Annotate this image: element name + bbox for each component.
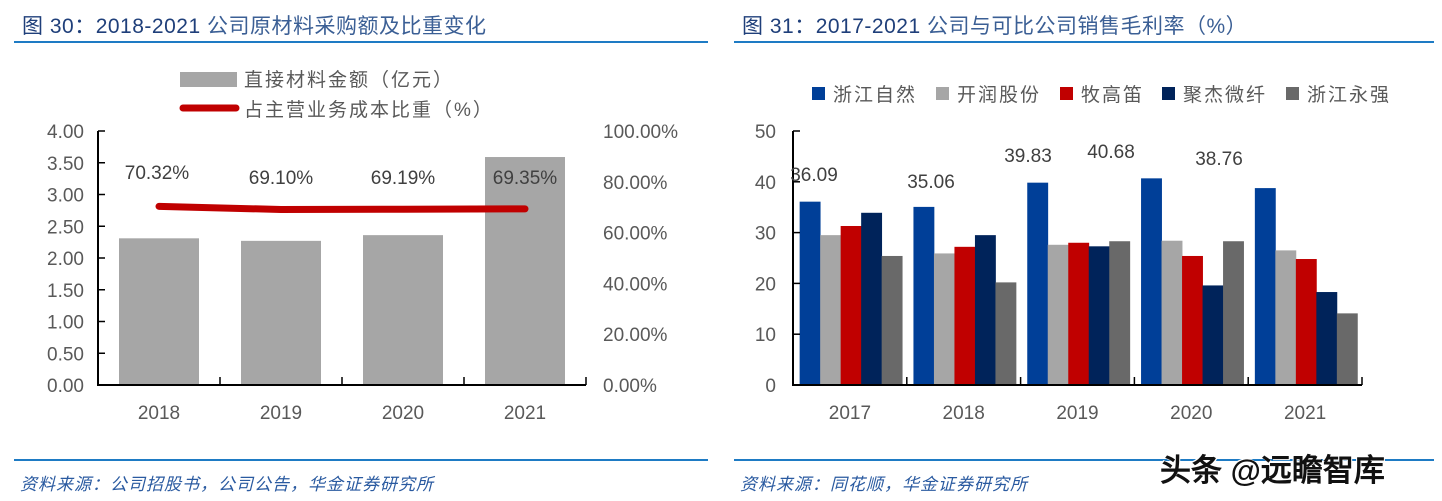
bar-2020 [363, 235, 443, 385]
left-source-rule [14, 459, 708, 461]
legend-swatch-4 [1286, 87, 1299, 100]
bar-2021-4 [1336, 313, 1358, 385]
left-y-tick-label: 0.00 [47, 376, 84, 397]
bar-2018-2 [954, 246, 976, 385]
left-y-tick-label: 1.50 [47, 281, 84, 302]
bar-2020-0 [1141, 178, 1162, 385]
right-title-rule [734, 41, 1434, 43]
right-y-tick-label: 100.00% [603, 122, 678, 143]
watermark: 头条 @远瞻智库 [1160, 453, 1385, 488]
legend-bar-label: 直接材料金额（亿元） [244, 69, 454, 91]
legend-swatch-0 [812, 87, 825, 100]
line-data-label: 69.10% [249, 168, 314, 189]
left-y-tick-label: 2.50 [47, 217, 84, 238]
left-chart-panel: 图 30：2018-2021 公司原材料采购额及比重变化 直接材料金额（亿元） 占… [0, 0, 720, 501]
bar-2020-2 [1182, 255, 1203, 385]
bar-2020-3 [1202, 285, 1224, 385]
bar-2019-4 [1109, 241, 1131, 385]
y-tick-label: 40 [755, 173, 776, 194]
bar-2018 [119, 238, 199, 385]
line-data-label: 70.32% [125, 163, 190, 184]
bar-2017-0 [799, 201, 821, 385]
right-y-tick-label: 80.00% [603, 173, 668, 194]
bar-2021-0 [1254, 188, 1276, 385]
data-label: 39.83 [1004, 146, 1052, 167]
left-chart-plot: 直接材料金额（亿元） 占主营业务成本比重（%） 0.00 0.50 1.00 1.50 2.… [47, 69, 678, 424]
y-tick-label: 0 [765, 376, 776, 397]
left-chart-title: 图 30：2018-2021 公司原材料采购额及比重变化 [22, 10, 486, 40]
left-y-tick-label: 2.00 [47, 249, 84, 270]
left-x-label: 2021 [504, 403, 546, 424]
bar-2021-2 [1295, 259, 1317, 385]
bar-2018-3 [974, 235, 996, 385]
bar-2018-1 [933, 253, 955, 385]
left-x-label: 2020 [382, 403, 424, 424]
legend-label-3: 聚杰微纤 [1183, 84, 1267, 106]
x-label: 2019 [1056, 403, 1098, 424]
legend-label-4: 浙江永强 [1307, 84, 1391, 106]
left-y-tick-label: 3.50 [47, 154, 84, 175]
left-title-text: 公司原材料采购额及比重变化 [206, 15, 487, 38]
bar-2019 [241, 240, 321, 385]
legend-label-0: 浙江自然 [833, 84, 917, 106]
x-label: 2020 [1170, 403, 1212, 424]
left-y-tick-label: 3.00 [47, 186, 84, 207]
right-chart-panel: 图 31：2017-2021 公司与可比公司销售毛利率（%） 浙江自然 开润股份 牧… [720, 0, 1442, 501]
x-label: 2021 [1284, 403, 1326, 424]
left-y-tick-label: 1.00 [47, 313, 84, 334]
bar-2019-3 [1088, 246, 1110, 385]
right-source-note: 资料来源：同花顺，华金证券研究所 [740, 475, 1028, 494]
left-source-note: 资料来源：公司招股书，公司公告，华金证券研究所 [20, 475, 434, 494]
left-x-label: 2018 [138, 403, 180, 424]
line-data-label: 69.19% [371, 168, 436, 189]
legend-swatch-3 [1162, 87, 1175, 100]
x-label: 2018 [943, 403, 985, 424]
y-tick-label: 10 [755, 325, 776, 346]
right-y-tick-label: 60.00% [603, 224, 668, 245]
left-title-rule [14, 41, 708, 43]
y-tick-label: 50 [755, 122, 776, 143]
bar-2018-4 [995, 282, 1017, 385]
y-tick-label: 20 [755, 274, 776, 295]
bar-2021-1 [1275, 250, 1297, 385]
bar-2018-0 [913, 206, 935, 385]
left-x-label: 2019 [260, 403, 302, 424]
right-source-rule [734, 459, 1434, 461]
bar-2020-4 [1223, 241, 1244, 385]
data-label: 40.68 [1087, 142, 1135, 163]
bar-2017-3 [861, 212, 883, 385]
x-label: 2017 [829, 403, 871, 424]
bar-2020-1 [1161, 240, 1183, 385]
right-y-tick-label: 0.00% [603, 376, 657, 397]
bar-2019-1 [1047, 244, 1069, 385]
bar-2021-3 [1316, 292, 1338, 385]
data-label: 35.06 [907, 172, 955, 193]
legend-swatch-1 [936, 87, 949, 100]
right-chart-plot: 浙江自然 开润股份 牧高笛 聚杰微纤 浙江永强 0 10 20 30 40 50 2017 2018 20… [755, 84, 1391, 424]
left-title-prefix: 图 30：2018-2021 [22, 15, 201, 38]
right-chart-title: 图 31：2017-2021 公司与可比公司销售毛利率（%） [742, 10, 1247, 40]
bar-2017-1 [820, 235, 842, 385]
legend-swatch-2 [1060, 87, 1073, 100]
right-y-tick-label: 40.00% [603, 274, 668, 295]
bar-2019-0 [1027, 182, 1049, 385]
data-label: 36.09 [790, 165, 838, 186]
legend-label-2: 牧高笛 [1081, 84, 1144, 106]
right-y-tick-label: 20.00% [603, 325, 668, 346]
right-title-text: 公司与可比公司销售毛利率（%） [926, 15, 1248, 38]
y-tick-label: 30 [755, 224, 776, 245]
right-title-prefix: 图 31：2017-2021 [742, 15, 921, 38]
legend-bar-swatch [180, 72, 237, 87]
line-data-label: 69.35% [493, 168, 558, 189]
bar-2019-2 [1068, 242, 1090, 385]
left-y-tick-label: 4.00 [47, 122, 84, 143]
bar-2017-4 [881, 255, 903, 385]
legend-label-1: 开润股份 [957, 84, 1041, 106]
left-y-tick-label: 0.50 [47, 344, 84, 365]
data-label: 38.76 [1195, 149, 1243, 170]
bar-2021 [485, 157, 565, 385]
legend-line-label: 占主营业务成本比重（%） [244, 99, 494, 121]
bar-2017-2 [840, 225, 862, 385]
ratio-line [155, 202, 529, 213]
